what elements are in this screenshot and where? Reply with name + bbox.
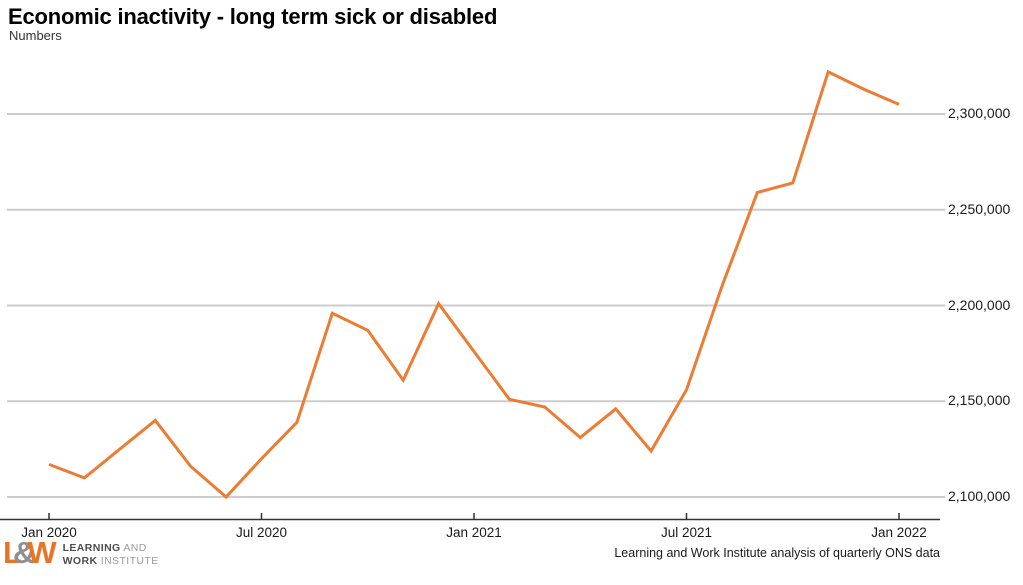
logo-learning: LEARNING <box>62 542 121 554</box>
y-axis-label: 2,200,000 <box>948 296 1011 313</box>
chart-subtitle: Numbers <box>9 28 62 43</box>
x-axis-label: Jan 2021 <box>446 525 502 540</box>
chart-title: Economic inactivity - long term sick or … <box>8 4 498 29</box>
logo-line-1: LEARNING AND <box>63 542 159 555</box>
x-axis-label: Jul 2021 <box>660 525 713 540</box>
logo-work: WORK <box>62 555 98 567</box>
logo-letter-w: W <box>27 535 56 570</box>
x-axis-label: Jan 2020 <box>21 525 77 540</box>
x-axis-label: Jul 2020 <box>235 525 288 540</box>
logo-line-2: WORK INSTITUTE <box>63 555 159 568</box>
y-axis-label: 2,250,000 <box>948 200 1011 217</box>
y-axis-label: 2,300,000 <box>948 105 1011 121</box>
y-axis-label: 2,150,000 <box>948 392 1011 409</box>
logo-wordmark: LEARNING AND WORK INSTITUTE <box>63 542 159 568</box>
logo-letter-l: L <box>3 535 22 570</box>
logo-institute: INSTITUTE <box>97 555 159 567</box>
source-note: Learning and Work Institute analysis of … <box>614 546 940 560</box>
series-line <box>48 69 900 500</box>
logo-ampersand-icon: & <box>12 535 35 570</box>
lw-logo-mark: L&W <box>3 535 57 571</box>
y-axis-label: 2,100,000 <box>948 488 1011 504</box>
logo-and: AND <box>120 542 147 554</box>
x-axis-label: Jan 2022 <box>871 525 927 540</box>
lw-institute-logo: L&W LEARNING AND WORK INSTITUTE <box>3 535 159 571</box>
